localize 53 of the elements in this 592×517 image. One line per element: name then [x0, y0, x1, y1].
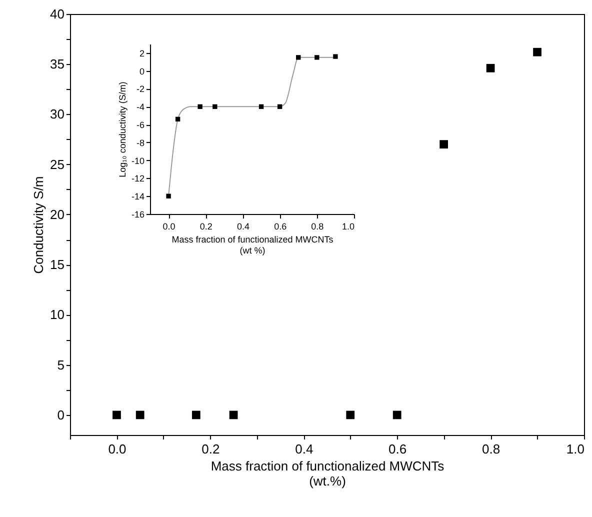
- y-tick-label: -6: [136, 120, 144, 130]
- y-tick-label: -12: [131, 174, 144, 184]
- y-tick-label: 20: [50, 206, 64, 222]
- point: [212, 104, 218, 109]
- x-axis-title: Mass fraction of functionalized MWCNTs (wt %): [172, 234, 334, 256]
- y-tick-label: -16: [131, 210, 144, 220]
- point: [277, 104, 282, 109]
- y-tick-label: 5: [57, 357, 64, 372]
- x-tick-label: 0.6: [274, 222, 287, 232]
- y-axis-title: Log₁₀ conductivity (S/m): [117, 82, 128, 178]
- y-tick-label: -2: [136, 84, 144, 94]
- point: [296, 55, 301, 60]
- point: [112, 410, 121, 420]
- x-tick-label: 0.4: [236, 222, 250, 232]
- y-tick-label: -8: [136, 138, 144, 148]
- point: [333, 54, 338, 59]
- point: [136, 410, 144, 420]
- y-tick-label: 0: [57, 407, 64, 422]
- x-tick-label: 0.8: [311, 222, 324, 232]
- y-tick-label: 0: [139, 66, 144, 76]
- point: [314, 55, 320, 60]
- y-tick-label: 25: [50, 156, 64, 172]
- x-tick-label: 0.2: [200, 222, 212, 232]
- y-tick-label: 2: [139, 48, 144, 58]
- x-tick-label: 0.6: [388, 442, 407, 456]
- point: [192, 410, 200, 420]
- y-axis-title: Conductivity S/m: [31, 176, 46, 274]
- point: [486, 64, 495, 72]
- x-tick-label: 0.2: [202, 442, 220, 456]
- point: [175, 116, 180, 122]
- x-tick-label: 1.0: [342, 222, 354, 232]
- y-tick-label: -14: [131, 192, 144, 202]
- x-tick-label: 0.0: [108, 442, 126, 456]
- x-axis-title: Mass fraction of functionalized MWCNTs (wt.%): [210, 458, 445, 488]
- y-tick-label: 40: [50, 6, 64, 22]
- x-tick-label: 0.4: [295, 442, 314, 456]
- point: [533, 48, 542, 56]
- point: [198, 104, 202, 109]
- point: [346, 410, 355, 420]
- y-tick-label: -10: [131, 156, 144, 166]
- y-tick-label: -4: [136, 102, 144, 112]
- y-tick-label: 10: [50, 307, 64, 322]
- point: [392, 410, 402, 420]
- y-tick-label: 35: [50, 56, 64, 72]
- point: [229, 410, 238, 420]
- point: [440, 140, 448, 148]
- point: [258, 104, 264, 109]
- x-tick-label: 0.8: [482, 442, 500, 456]
- x-tick-label: 1.0: [566, 442, 584, 456]
- x-tick-label: 0.0: [162, 222, 176, 232]
- y-tick-label: 15: [50, 257, 64, 272]
- point: [166, 194, 171, 198]
- y-tick-label: 30: [50, 106, 64, 122]
